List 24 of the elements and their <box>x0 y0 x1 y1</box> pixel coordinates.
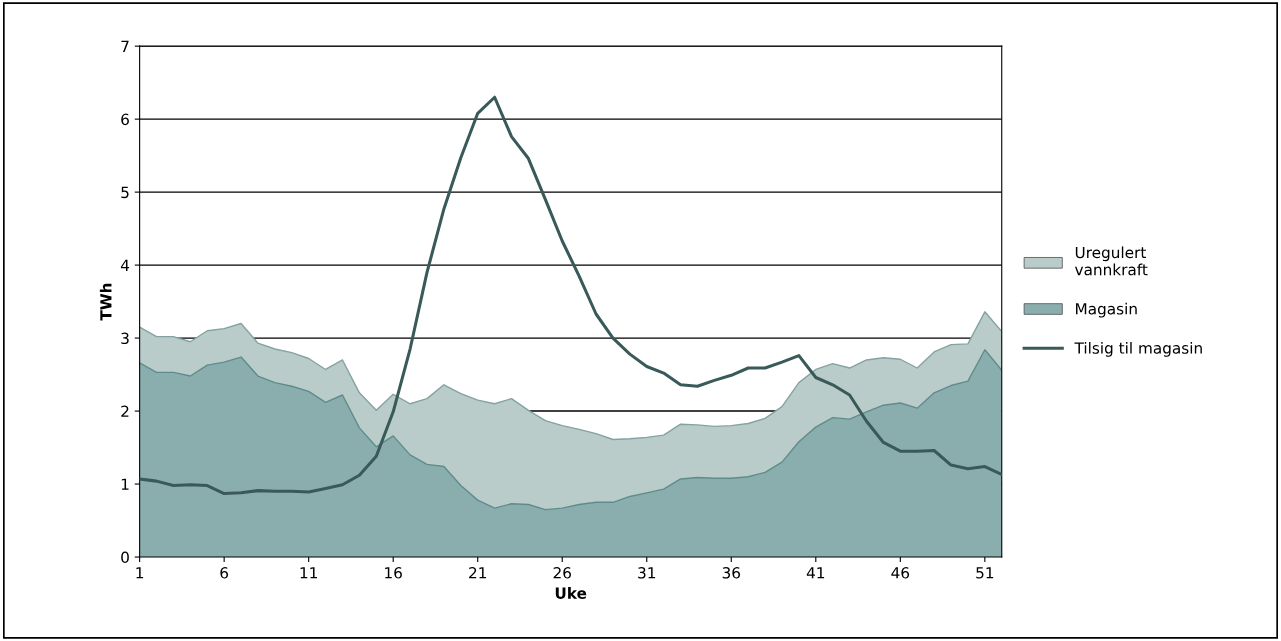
y-tick-label: 3 <box>121 332 129 345</box>
x-tick-label: 41 <box>806 567 825 579</box>
legend-label: Uregulert vannkraft <box>1074 246 1148 276</box>
y-tick-label: 0 <box>121 551 129 564</box>
x-tick-label: 1 <box>136 567 144 579</box>
x-tick-label: 6 <box>220 567 229 579</box>
legend-label: Tilsig til magasin <box>1074 341 1202 357</box>
x-tick-label: 31 <box>638 567 656 579</box>
y-tick-label: 4 <box>120 259 130 271</box>
y-tick-label: 5 <box>121 186 129 199</box>
x-tick-label: 11 <box>300 567 317 579</box>
y-tick-label: 7 <box>121 40 129 52</box>
x-tick-label: 36 <box>722 567 741 579</box>
y-tick-label: 6 <box>121 113 129 126</box>
x-tick-label: 26 <box>553 567 571 579</box>
x-tick-label: 16 <box>385 567 402 579</box>
y-tick-label: 1 <box>121 478 129 490</box>
x-tick-label: 21 <box>469 567 487 579</box>
x-tick-label: 46 <box>891 567 910 579</box>
legend-label: Magasin <box>1076 302 1137 318</box>
x-axis-title: Uke <box>555 587 587 599</box>
x-tick-label: 51 <box>976 567 994 579</box>
y-axis-title: TWh <box>99 283 112 321</box>
y-tick-label: 2 <box>121 405 129 417</box>
